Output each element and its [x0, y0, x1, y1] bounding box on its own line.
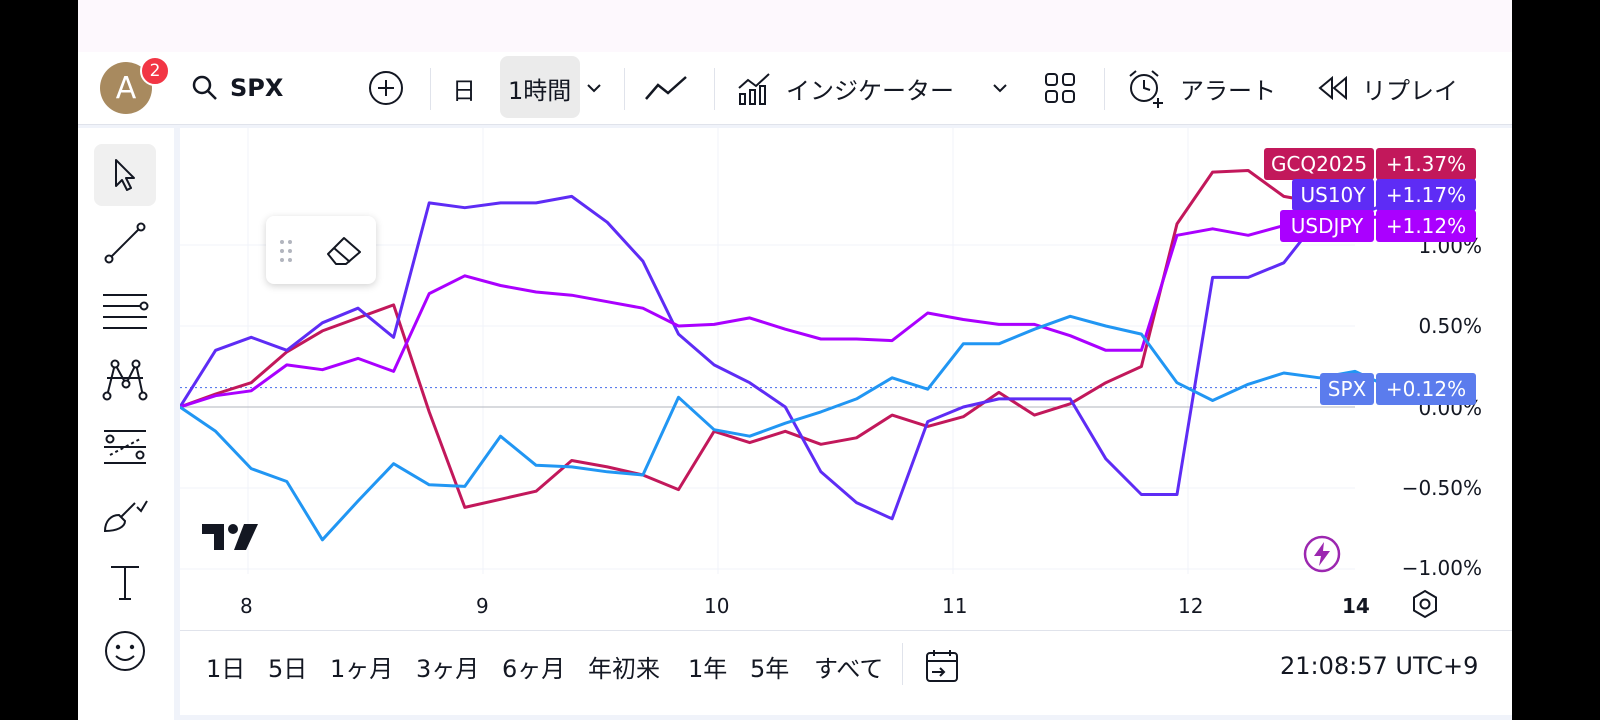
fib-retracement-tool[interactable] [94, 280, 156, 342]
range-all-button[interactable]: すべて [814, 654, 884, 683]
cursor-arrow-icon [115, 159, 135, 191]
series-name-tag: US10Y [1292, 179, 1374, 211]
series-name-tag: USDJPY [1280, 210, 1374, 242]
range-ytd-button[interactable]: 年初来 [588, 654, 660, 683]
range-3m-button[interactable]: 3ヶ月 [416, 654, 480, 683]
x-tick-label: 10 [704, 594, 730, 618]
avatar-letter: A [115, 70, 137, 106]
series-name-tag: GCQ2025 [1264, 148, 1374, 180]
toolbar-fade [1448, 52, 1512, 124]
x-tick-label: 12 [1178, 594, 1204, 618]
symbol-label: SPX [230, 74, 284, 102]
notification-badge: 2 [140, 56, 170, 86]
smiley-icon [105, 631, 145, 671]
text-tool[interactable] [94, 552, 156, 614]
replay-label: リプレイ [1362, 76, 1458, 105]
tradingview-logo [202, 524, 258, 550]
add-symbol-button[interactable] [368, 52, 404, 124]
x-tick-label: 9 [476, 594, 489, 618]
range-5y-button[interactable]: 5年 [750, 654, 790, 683]
brush-icon [103, 500, 148, 533]
app-window: A 2 SPX 日 1時間 インジケーター [78, 0, 1512, 720]
chevron-down-icon [993, 84, 1007, 93]
projection-icon [104, 430, 146, 464]
interval-1h-label: 1時間 [508, 76, 572, 105]
series-change-tag: +1.17% [1376, 179, 1476, 211]
divider [624, 68, 625, 110]
series-line-spx [180, 314, 1392, 542]
eraser-icon[interactable] [324, 234, 364, 266]
alarm-clock-icon [1129, 70, 1163, 108]
x-tick-label: 11 [942, 594, 968, 618]
lightning-icon[interactable] [1302, 534, 1342, 574]
cursor-tool[interactable] [94, 144, 156, 206]
series-line-usdjpy [180, 214, 1391, 409]
x-tick-label: 14 [1342, 594, 1370, 618]
goto-date-button[interactable] [924, 631, 962, 701]
interval-day-button[interactable]: 日 [452, 52, 476, 124]
chart-settings-button[interactable] [1410, 584, 1440, 624]
divider [1104, 68, 1105, 110]
y-tick-label: −1.00% [1401, 556, 1482, 580]
chevron-down-icon [587, 84, 601, 93]
series-name-tag: SPX [1320, 373, 1374, 405]
calendar-arrow-icon [926, 650, 958, 682]
symbol-search[interactable]: SPX [190, 52, 283, 124]
range-1y-button[interactable]: 1年 [688, 654, 728, 683]
grid-icon [1045, 73, 1075, 103]
interval-day-label: 日 [452, 76, 476, 105]
brush-tool[interactable] [94, 484, 156, 546]
range-1d-button[interactable]: 1日 [206, 654, 246, 683]
x-tick-label: 8 [240, 594, 253, 618]
alert-label: アラート [1180, 76, 1276, 105]
status-bar [78, 0, 1512, 52]
trend-line-icon [104, 222, 146, 264]
plus-circle-icon [369, 71, 403, 105]
line-chart-icon [645, 76, 687, 100]
range-5d-button[interactable]: 5日 [268, 654, 308, 683]
chart-panel[interactable]: 1.00% 0.50% 0.00% −0.50% −1.00% 8 9 10 1… [180, 128, 1512, 714]
y-tick-label: 0.50% [1418, 314, 1482, 338]
indicators-dropdown[interactable] [990, 52, 1010, 124]
interval-dropdown[interactable] [584, 52, 604, 124]
range-6m-button[interactable]: 6ヶ月 [502, 654, 566, 683]
replay-button[interactable]: リプレイ [1318, 52, 1458, 124]
bottom-bar: 1日 5日 1ヶ月 3ヶ月 6ヶ月 年初来 1年 5年 すべて 21:08:57… [180, 630, 1512, 715]
drawing-toolbar [78, 128, 174, 720]
clock-label: 21:08:57 UTC+9 [1280, 652, 1479, 680]
text-icon [111, 566, 139, 600]
series-change-tag: +0.12% [1376, 373, 1476, 405]
search-icon [192, 75, 217, 100]
top-toolbar: A 2 SPX 日 1時間 インジケーター [78, 52, 1512, 125]
indicators-button[interactable]: インジケーター [736, 52, 954, 124]
forecast-tool[interactable] [94, 416, 156, 478]
drawing-floating-toolbar [266, 216, 376, 284]
divider [714, 68, 715, 110]
emoji-tool[interactable] [94, 620, 156, 682]
alert-button[interactable]: アラート [1126, 52, 1276, 124]
y-tick-label: −0.50% [1401, 476, 1482, 500]
rewind-icon [1318, 76, 1347, 100]
series-change-tag: +1.12% [1376, 210, 1476, 242]
divider [902, 643, 903, 685]
trend-line-tool[interactable] [94, 212, 156, 274]
indicators-icon [738, 73, 770, 105]
chart-type-button[interactable] [644, 52, 688, 124]
settings-hex-icon [1413, 589, 1437, 619]
divider [430, 68, 431, 110]
range-1m-button[interactable]: 1ヶ月 [330, 654, 394, 683]
pattern-icon [102, 359, 148, 401]
pattern-tool[interactable] [94, 348, 156, 410]
horizontal-lines-icon [103, 294, 149, 329]
interval-1h-button[interactable] [500, 56, 580, 118]
drag-handle-icon[interactable] [278, 238, 294, 264]
indicators-label: インジケーター [786, 76, 954, 105]
series-line-us10y [180, 194, 1392, 521]
series-change-tag: +1.37% [1376, 148, 1476, 180]
layout-button[interactable] [1044, 52, 1076, 124]
